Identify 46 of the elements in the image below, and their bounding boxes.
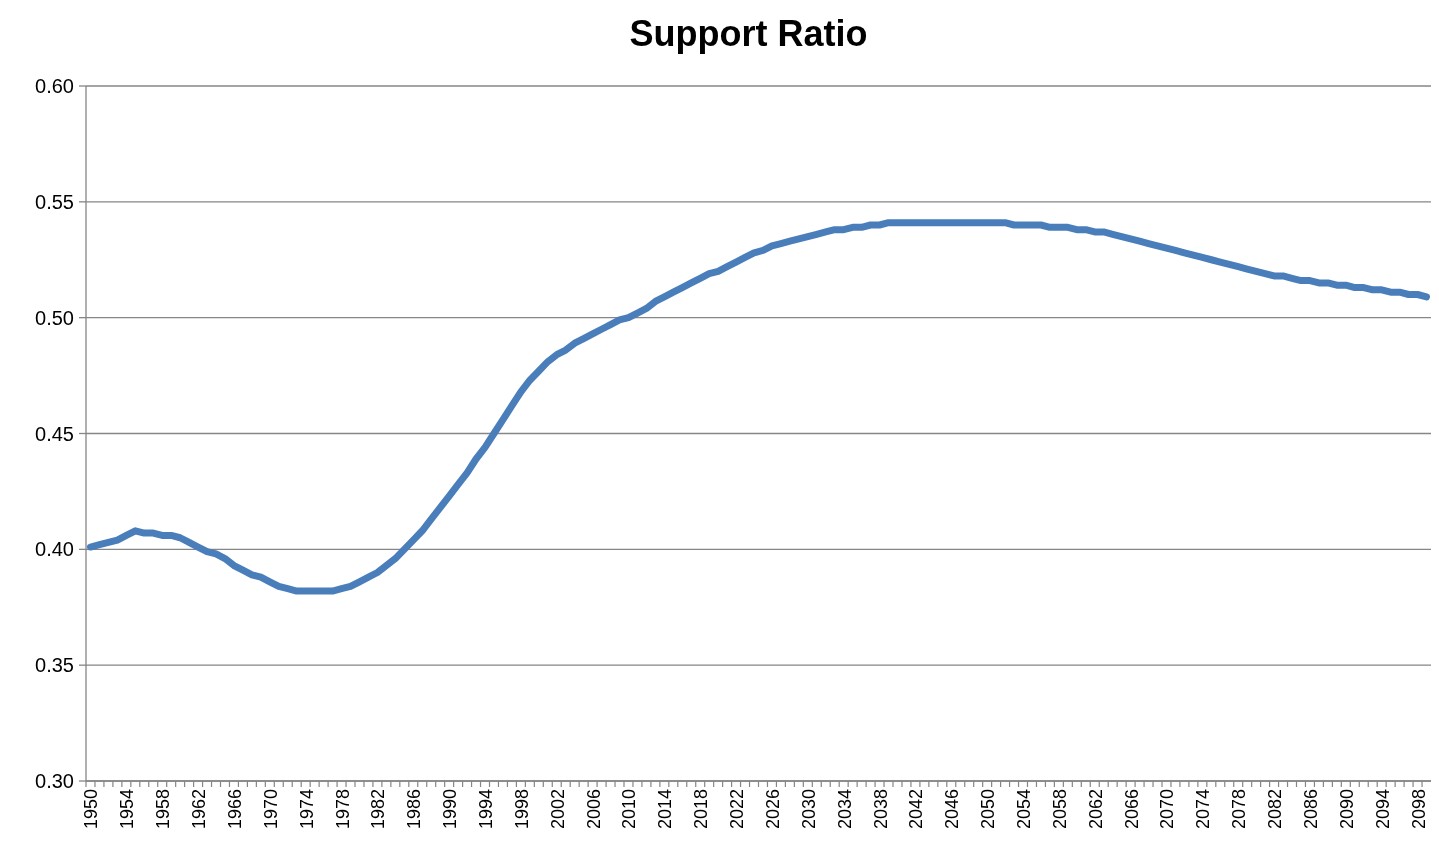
- x-tick-label: 1994: [476, 789, 497, 830]
- x-tick-label: 2074: [1193, 789, 1214, 830]
- x-tick-label: 2050: [978, 789, 999, 830]
- y-tick-label: 0.30: [35, 770, 74, 792]
- x-tick-label: 1966: [224, 789, 245, 830]
- x-tick-label: 1962: [189, 789, 210, 830]
- x-tick-label: 2034: [834, 789, 855, 830]
- y-tick-label: 0.35: [35, 654, 74, 677]
- y-tick-label: 0.60: [35, 75, 74, 97]
- x-tick-label: 2070: [1157, 789, 1178, 830]
- y-tick-label: 0.55: [35, 190, 74, 213]
- x-tick-label: 2022: [727, 789, 748, 830]
- y-tick-label: 0.40: [35, 538, 74, 561]
- x-tick-label: 1970: [260, 789, 281, 830]
- x-tick-label: 1958: [153, 789, 174, 830]
- x-tick-label: 2002: [547, 789, 568, 830]
- x-tick-label: 2046: [942, 789, 963, 830]
- x-tick-label: 2086: [1300, 789, 1321, 830]
- x-tick-label: 2042: [906, 789, 927, 830]
- chart-title: Support Ratio: [629, 13, 868, 54]
- x-tick-label: 1990: [440, 789, 461, 830]
- x-tick-label: 2006: [583, 789, 604, 830]
- y-tick-label: 0.45: [35, 422, 74, 445]
- x-tick-label: 1950: [81, 789, 102, 830]
- x-tick-label: 2054: [1014, 789, 1035, 830]
- x-tick-label: 1982: [368, 789, 389, 830]
- x-tick-label: 2026: [762, 789, 783, 830]
- x-tick-label: 2014: [655, 789, 676, 830]
- x-tick-label: 2062: [1085, 789, 1106, 830]
- x-tick-label: 2094: [1372, 789, 1393, 830]
- x-tick-label: 2030: [798, 789, 819, 830]
- x-tick-label: 1998: [511, 789, 532, 830]
- y-tick-label: 0.50: [35, 306, 74, 329]
- x-tick-label: 2078: [1229, 789, 1250, 830]
- x-tick-label: 2098: [1408, 789, 1429, 830]
- x-tick-label: 2018: [691, 789, 712, 830]
- x-tick-label: 2066: [1121, 789, 1142, 830]
- x-tick-label: 1986: [404, 789, 425, 830]
- x-tick-label: 2010: [619, 789, 640, 830]
- x-tick-label: 2090: [1336, 789, 1357, 830]
- x-tick-label: 1974: [296, 789, 317, 830]
- x-tick-label: 2038: [870, 789, 891, 830]
- x-tick-label: 2082: [1265, 789, 1286, 830]
- x-tick-label: 2058: [1049, 789, 1070, 830]
- x-tick-label: 1954: [117, 789, 138, 830]
- x-tick-label: 1978: [332, 789, 353, 830]
